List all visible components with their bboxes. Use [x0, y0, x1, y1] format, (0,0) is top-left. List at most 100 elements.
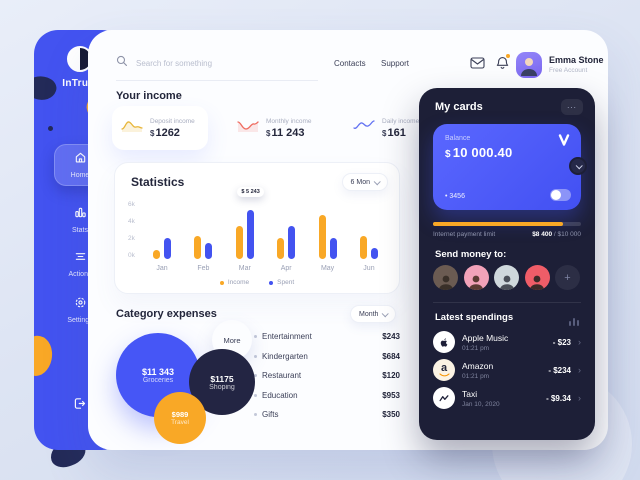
- legend-dot-spent: [269, 280, 274, 285]
- statistics-card: Statistics 6 Mon 6k 4k 2k 0k Jan Feb $ 5 2…: [114, 162, 400, 294]
- card-number: • 3456: [445, 193, 465, 200]
- home-icon: [74, 151, 87, 169]
- latest-spendings-title: Latest spendings: [435, 312, 514, 323]
- bubble-label: Travel: [171, 419, 189, 426]
- sidebar-item-settings[interactable]: Settings: [54, 290, 106, 330]
- bubble-chart: $11 343 Groceries $1175 Shoping $989 Tra…: [114, 322, 264, 454]
- bar-group: Apr: [277, 201, 296, 272]
- bell-icon[interactable]: [496, 54, 510, 75]
- statistics-title: Statistics: [131, 175, 185, 189]
- card-toggle[interactable]: [550, 189, 571, 201]
- bar-income-apr[interactable]: [277, 238, 285, 259]
- bar-spent-may[interactable]: [329, 238, 337, 259]
- income-section-title: Your income: [116, 90, 182, 102]
- currency-symbol: $: [445, 149, 451, 160]
- chevron-right-icon: ›: [578, 393, 581, 403]
- apple-icon: [433, 331, 455, 353]
- statistics-period-dropdown[interactable]: 6 Mon: [341, 173, 388, 191]
- currency-symbol: $: [382, 128, 387, 138]
- expense-value: $350: [382, 410, 400, 419]
- taxi-icon: [433, 387, 455, 409]
- income-card-monthly[interactable]: Monthly income $11 243: [228, 106, 324, 150]
- bar-income-mar[interactable]: [235, 226, 243, 259]
- legend-dot-income: [219, 280, 224, 285]
- mail-icon[interactable]: [470, 56, 485, 74]
- expense-row: Gifts $350: [254, 410, 400, 419]
- income-card-value: 1262: [155, 126, 180, 139]
- balance-value: 10 000.40: [452, 145, 513, 160]
- x-tick-label: Jan: [156, 265, 168, 272]
- contact-avatar[interactable]: [494, 265, 519, 290]
- expense-row: Restaurant $120: [254, 371, 400, 380]
- bubble-value: $989: [171, 410, 189, 419]
- bar-spent-apr[interactable]: [288, 226, 296, 259]
- card-expand-button[interactable]: [569, 157, 587, 175]
- bar-spent-feb[interactable]: [205, 243, 213, 259]
- expense-name: Education: [262, 390, 298, 400]
- support-link[interactable]: Support: [381, 59, 410, 68]
- spendings-chart-icon[interactable]: [568, 313, 580, 331]
- sidebar-item-actions[interactable]: Actions: [54, 244, 106, 284]
- bubble-more-button[interactable]: More: [212, 320, 252, 360]
- contact-avatar[interactable]: [524, 265, 550, 290]
- contact-avatar[interactable]: [433, 265, 458, 290]
- chevron-right-icon: ›: [578, 337, 581, 347]
- intrust-card-logo-icon: [557, 133, 571, 152]
- search-placeholder: Search for something: [136, 58, 213, 68]
- bar-group: Jun: [359, 201, 378, 272]
- more-options-icon[interactable]: ...: [561, 99, 583, 115]
- sidebar-item-label: Stats: [72, 227, 88, 234]
- bar-spent-jun[interactable]: [370, 248, 378, 259]
- user-avatar[interactable]: [516, 52, 542, 78]
- balance-label: Balance: [445, 135, 471, 142]
- currency-symbol: $: [266, 128, 271, 138]
- income-card-daily[interactable]: Daily income $161: [344, 106, 440, 150]
- income-card-deposit[interactable]: Deposit income $1262: [112, 106, 208, 150]
- bar-income-jun[interactable]: [359, 236, 367, 259]
- contacts-link[interactable]: Contacts: [334, 59, 366, 68]
- spending-row-apple-music[interactable]: Apple Music 01:21 pm - $23 ›: [433, 330, 581, 354]
- sidebar-dot: [48, 126, 53, 131]
- spending-amount: - $234: [548, 365, 571, 375]
- income-card-label: Monthly income: [266, 117, 312, 125]
- spending-row-amazon[interactable]: a Amazon 01:21 pm - $234 ›: [433, 358, 581, 382]
- bar-income-feb[interactable]: [194, 236, 202, 259]
- income-cards: Deposit income $1262 Monthly income $11 …: [112, 106, 440, 150]
- category-period-value: Month: [359, 310, 379, 318]
- spending-name: Taxi: [462, 388, 478, 399]
- bar-group: $ 5 243 Mar: [235, 187, 264, 272]
- bubble-value: $1175: [210, 373, 234, 384]
- bar-income-jan[interactable]: [153, 250, 160, 259]
- sidebar-item-label: Home: [70, 172, 90, 179]
- sidebar-blob-orange-left: [34, 333, 56, 379]
- bubble-value: $11 343: [141, 366, 175, 377]
- legend-spent: Spent: [269, 279, 294, 286]
- spending-row-taxi[interactable]: Taxi Jan 10, 2020 - $9.34 ›: [433, 386, 581, 410]
- bar-income-may[interactable]: [318, 215, 326, 259]
- expense-list: Entertainment $243 Kindergarten $684 Res…: [254, 332, 400, 430]
- limit-progress-fill: [433, 222, 564, 226]
- spending-time: Jan 10, 2020: [462, 400, 500, 408]
- bubble-travel[interactable]: $989 Travel: [154, 392, 206, 444]
- income-card-label: Daily income: [382, 117, 420, 125]
- toggle-knob: [551, 190, 561, 200]
- chevron-down-icon: [575, 161, 583, 169]
- add-contact-button[interactable]: +: [555, 265, 580, 290]
- bullet-dot: [254, 374, 257, 377]
- spending-amount: - $23: [552, 337, 571, 347]
- category-period-dropdown[interactable]: Month: [350, 305, 397, 323]
- chevron-down-icon: [373, 177, 381, 185]
- user-name[interactable]: Emma Stone: [549, 55, 604, 65]
- logout-button[interactable]: [72, 396, 87, 416]
- sidebar-item-stats[interactable]: Stats: [54, 200, 106, 240]
- x-tick-label: May: [320, 265, 335, 272]
- bar-spent-mar[interactable]: [246, 210, 254, 259]
- bank-card[interactable]: Balance $10 000.40 • 3456: [433, 124, 581, 210]
- bar-spent-jan[interactable]: [164, 238, 171, 259]
- chevron-down-icon: [382, 309, 390, 317]
- search-input[interactable]: Search for something: [116, 54, 318, 81]
- bar-chart: 6k 4k 2k 0k Jan Feb $ 5 243 Mar Apr May Jun: [128, 187, 386, 272]
- user-plan: Free Account: [549, 67, 588, 74]
- expense-name: Restaurant: [262, 371, 302, 380]
- contact-avatar[interactable]: [463, 265, 489, 290]
